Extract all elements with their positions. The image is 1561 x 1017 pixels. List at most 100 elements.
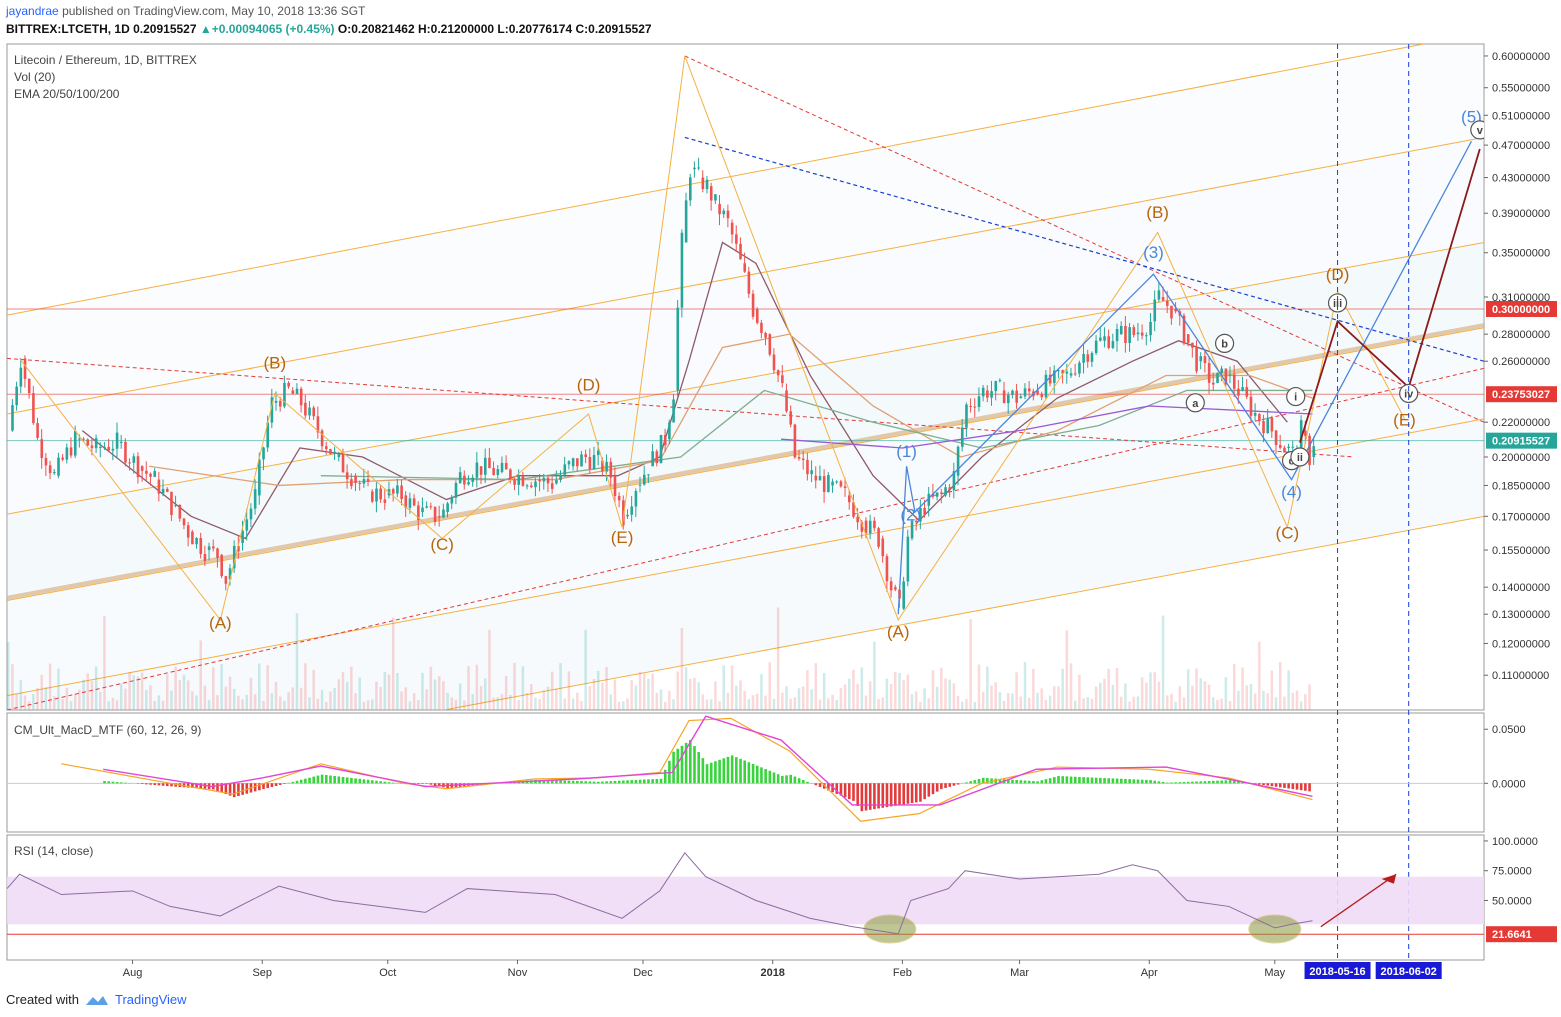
volume-bar <box>82 679 85 710</box>
macd-histogram-bar <box>638 779 642 784</box>
candle-body <box>827 475 830 492</box>
macd-histogram-bar <box>274 783 278 786</box>
candle-body <box>1103 336 1106 341</box>
volume-bar <box>161 700 165 710</box>
volume-bar <box>99 691 102 710</box>
volume-bar <box>1157 681 1161 710</box>
created-with-text: Created with <box>6 992 79 1007</box>
candle-body <box>170 491 173 516</box>
date-flag <box>1375 962 1442 979</box>
candle-body <box>843 486 847 488</box>
candle-body <box>115 432 119 449</box>
rsi-band <box>7 876 1484 925</box>
macd-histogram-bar <box>546 780 550 784</box>
tradingview-brand-link[interactable]: TradingView <box>114 992 187 1007</box>
candle-body <box>1053 370 1056 383</box>
macd-histogram-bar <box>642 779 646 784</box>
candle-body <box>103 446 106 448</box>
wave-circle <box>1185 393 1205 413</box>
candle-body <box>977 396 981 408</box>
macd-histogram-bar <box>115 782 119 784</box>
macd-histogram-bar <box>258 783 261 791</box>
candle-body <box>542 477 546 482</box>
macd-histogram-bar <box>940 783 943 790</box>
macd-histogram-bar <box>383 781 387 784</box>
macd-histogram-bar <box>270 783 274 788</box>
volume-bar <box>760 674 763 710</box>
volume-bar <box>1195 668 1198 710</box>
volume-bar <box>94 666 98 710</box>
macd-histogram-bar <box>1036 781 1039 784</box>
candle-body <box>65 447 69 460</box>
candle-body <box>1212 382 1215 385</box>
volume-bar <box>387 674 391 710</box>
volume-bar <box>354 693 357 710</box>
macd-histogram-bar <box>1057 776 1060 784</box>
author-link[interactable]: jayandrae <box>6 4 59 18</box>
macd-histogram-bar <box>1032 781 1035 784</box>
volume-bar <box>709 699 713 710</box>
candle-body <box>1061 370 1065 374</box>
candle-body <box>755 308 759 323</box>
candle-body <box>1224 368 1228 385</box>
candle-body <box>27 378 31 394</box>
candle-body <box>1207 363 1211 383</box>
volume-bar <box>680 628 684 710</box>
candle-body <box>1136 332 1140 335</box>
macd-histogram-bar <box>952 783 956 786</box>
volume-bar <box>479 686 483 710</box>
candle-body <box>1287 446 1290 448</box>
macd-histogram-bar <box>923 783 926 800</box>
volume-bar <box>48 663 52 710</box>
macd-histogram-bar <box>421 783 424 784</box>
macd-histogram-bar <box>868 783 872 810</box>
volume-bar <box>283 700 286 710</box>
macd-histogram-bar <box>417 783 420 784</box>
volume-bar <box>1170 693 1173 710</box>
symbol-label: BITTREX:LTCETH, 1D <box>6 22 130 36</box>
y-tick-label: 0.18500000 <box>1492 480 1550 492</box>
macd-histogram-bar <box>245 783 249 794</box>
candle-body <box>488 457 491 469</box>
macd-histogram-bar <box>789 774 793 784</box>
volume-bar <box>517 699 520 710</box>
volume-bar <box>797 688 801 710</box>
macd-histogram-bar <box>680 745 684 784</box>
candle-body <box>224 576 228 584</box>
candle-body <box>609 461 613 478</box>
candle-body <box>1216 372 1219 383</box>
candle-body <box>136 456 140 478</box>
macd-histogram-bar <box>228 783 232 796</box>
volume-bar <box>663 701 667 710</box>
wave-circle <box>1290 447 1310 467</box>
candle-body <box>358 482 362 484</box>
candle-body <box>580 454 583 467</box>
macd-histogram-bar <box>965 782 968 784</box>
candle-body <box>1253 412 1257 416</box>
macd-title: CM_Ult_MacD_MTF (60, 12, 26, 9) <box>14 723 201 737</box>
macd-histogram-bar <box>709 762 713 784</box>
candle-body <box>889 581 893 591</box>
volume-bar <box>362 701 366 710</box>
macd-histogram-bar <box>1283 783 1286 788</box>
ema-indicator-label: EMA 20/50/100/200 <box>14 87 120 101</box>
macd-histogram-bar <box>111 781 115 784</box>
candle-body <box>241 530 244 544</box>
macd-histogram-bar <box>873 783 876 810</box>
volume-bar <box>1212 697 1215 710</box>
volume-bar <box>107 701 110 710</box>
tradingview-logo-icon <box>85 995 108 1005</box>
candle-body <box>801 458 805 460</box>
candle-body <box>1258 413 1261 422</box>
macd-histogram-bar <box>1044 779 1048 784</box>
candle-body <box>425 506 429 508</box>
candle-body <box>320 430 324 447</box>
candle-body <box>299 388 303 406</box>
volume-bar <box>630 680 633 710</box>
volume-bar <box>1111 684 1115 710</box>
macd-histogram-bar <box>391 782 395 784</box>
candle-body <box>383 499 387 503</box>
date-flag <box>1304 962 1371 979</box>
volume-bar <box>316 698 320 710</box>
